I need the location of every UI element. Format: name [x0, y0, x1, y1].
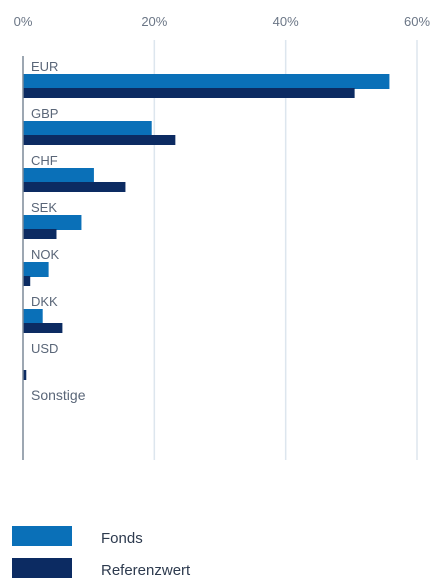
legend-label-referenzwert: Referenzwert — [101, 562, 191, 579]
bar-fonds — [23, 309, 43, 324]
bar-fonds — [23, 262, 49, 277]
category-label: SEK — [31, 200, 57, 215]
x-tick-label: 40% — [273, 14, 299, 29]
legend-item-referenzwert — [12, 557, 72, 579]
category-label: CHF — [31, 153, 58, 168]
bar-referenzwert — [23, 323, 63, 333]
category-label: Sonstige — [31, 387, 86, 403]
legend-swatch-referenzwert — [12, 558, 72, 578]
currency-allocation-chart: 0% 20% 40% 60% EUR GBP CHF SEK NOK DKK USD Sonstig… — [14, 14, 431, 460]
legend-label-fonds: Fonds — [101, 530, 143, 547]
legend-swatch-fonds — [12, 526, 72, 546]
bars — [23, 74, 390, 380]
x-tick-label: 60% — [404, 14, 430, 29]
bar-referenzwert — [23, 135, 176, 145]
gridlines — [153, 40, 418, 460]
bar-fonds — [23, 215, 82, 230]
category-label: DKK — [31, 294, 58, 309]
bar-fonds — [23, 74, 390, 89]
x-tick-label: 0% — [14, 14, 33, 29]
x-axis-ticks: 0% 20% 40% 60% — [14, 14, 431, 29]
bar-referenzwert — [23, 370, 27, 380]
category-label: NOK — [31, 247, 60, 262]
category-labels: EUR GBP CHF SEK NOK DKK USD Sonstige — [31, 59, 86, 403]
category-label: GBP — [31, 106, 58, 121]
bar-referenzwert — [23, 276, 31, 286]
bar-referenzwert — [23, 88, 355, 98]
bar-referenzwert — [23, 182, 126, 192]
x-tick-label: 20% — [141, 14, 167, 29]
legend-item-fonds — [12, 525, 72, 547]
category-label: USD — [31, 341, 58, 356]
bar-fonds — [23, 121, 152, 136]
bar-fonds — [23, 168, 94, 183]
bar-referenzwert — [23, 229, 57, 239]
category-label: EUR — [31, 59, 58, 74]
